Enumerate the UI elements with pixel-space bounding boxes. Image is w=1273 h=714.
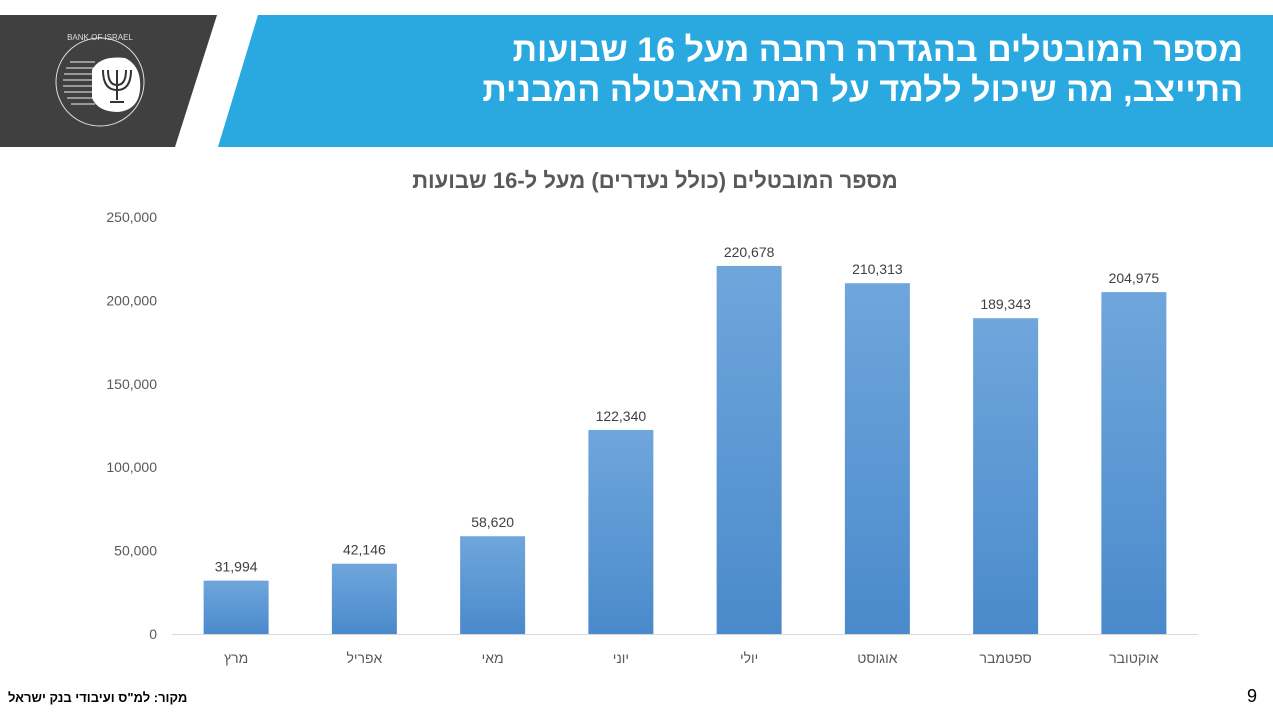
data-label: 42,146 xyxy=(343,542,386,558)
data-label: 31,994 xyxy=(215,559,258,575)
y-tick-label: 150,000 xyxy=(106,376,157,392)
y-tick-label: 100,000 xyxy=(106,459,157,475)
data-label: 220,678 xyxy=(724,244,775,260)
bar xyxy=(460,536,526,634)
data-label: 189,343 xyxy=(980,296,1031,312)
y-tick-label: 200,000 xyxy=(106,292,157,308)
data-label: 58,620 xyxy=(471,514,514,530)
title-line-1: מספר המובטלים בהגדרה רחבה מעל 16 שבועות xyxy=(512,31,1243,69)
x-tick-label: יולי xyxy=(740,650,758,666)
page-number: 9 xyxy=(1246,686,1257,706)
data-label: 122,340 xyxy=(596,408,647,424)
bar xyxy=(844,283,910,634)
data-label: 210,313 xyxy=(852,261,903,277)
x-tick-label: מאי xyxy=(482,650,504,666)
page-title: מספר המובטלים בהגדרה רחבה מעל 16 שבועות … xyxy=(343,30,1243,110)
y-tick-label: 0 xyxy=(149,626,157,642)
bar xyxy=(1101,292,1167,634)
bar xyxy=(203,580,269,634)
bank-of-israel-logo: BANK OF ISRAEL xyxy=(55,33,145,127)
x-tick-label: ספטמבר xyxy=(980,650,1032,666)
header-banner: BANK OF ISRAEL xyxy=(0,15,1273,147)
svg-text:BANK OF ISRAEL: BANK OF ISRAEL xyxy=(67,33,133,42)
x-tick-label: אוגוסט xyxy=(857,650,898,666)
bar xyxy=(588,429,654,634)
bar xyxy=(973,318,1039,634)
x-tick-label: יוני xyxy=(613,650,629,666)
title-line-2: התייצב, מה שיכול ללמד על רמת האבטלה המבנ… xyxy=(482,71,1243,109)
data-label: 204,975 xyxy=(1109,270,1160,286)
y-tick-label: 250,000 xyxy=(106,209,157,225)
bar xyxy=(716,265,782,634)
bar xyxy=(331,563,397,634)
source-note: מקור: למ"ס ועיבודי בנק ישראל xyxy=(8,690,188,705)
chart-title: מספר המובטלים (כולל נעדרים) מעל ל-16 שבו… xyxy=(412,168,898,193)
y-tick-label: 50,000 xyxy=(114,543,157,559)
x-tick-label: מרץ xyxy=(224,650,248,666)
x-tick-label: אפריל xyxy=(346,650,382,666)
title-panel xyxy=(218,15,1273,147)
x-tick-label: אוקטובר xyxy=(1109,650,1159,666)
